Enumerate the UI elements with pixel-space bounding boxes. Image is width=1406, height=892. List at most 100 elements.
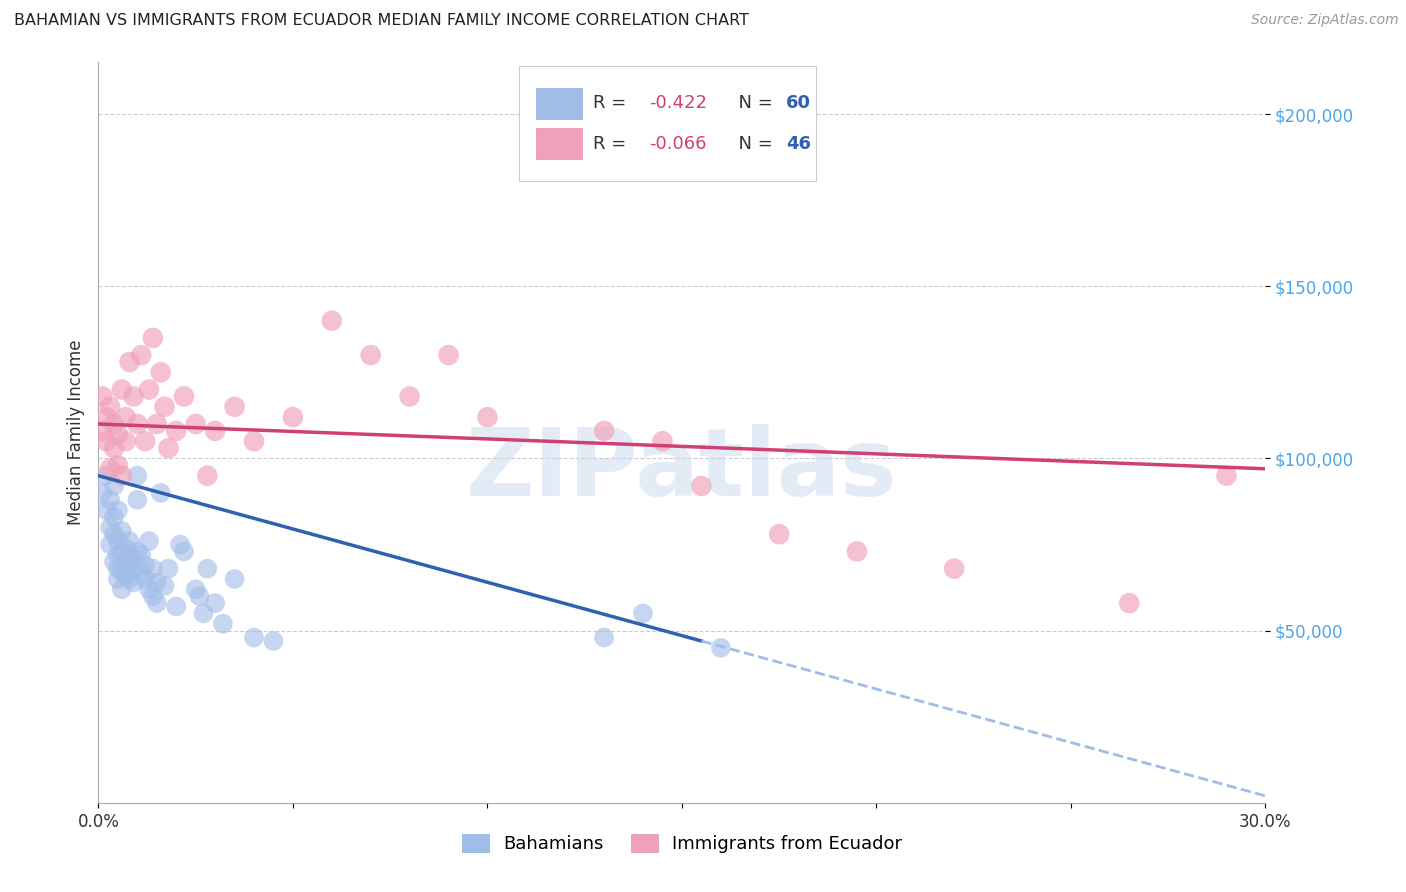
Point bbox=[111, 468, 134, 483]
Text: Source: ZipAtlas.com: Source: ZipAtlas.com bbox=[1251, 13, 1399, 28]
Point bbox=[114, 555, 136, 569]
Point bbox=[118, 355, 141, 369]
Point bbox=[96, 410, 118, 425]
FancyBboxPatch shape bbox=[536, 87, 582, 119]
Point bbox=[169, 537, 191, 551]
Point bbox=[129, 565, 152, 579]
Point bbox=[122, 575, 145, 590]
Point bbox=[146, 417, 169, 431]
Point bbox=[96, 434, 118, 449]
Point bbox=[165, 599, 187, 614]
Point bbox=[943, 561, 966, 575]
Point bbox=[477, 410, 499, 425]
Point bbox=[138, 383, 160, 397]
Point bbox=[107, 458, 129, 473]
Point bbox=[437, 348, 460, 362]
Text: R =: R = bbox=[593, 135, 633, 153]
Point bbox=[651, 434, 673, 449]
Point bbox=[91, 486, 114, 500]
Point bbox=[111, 582, 134, 597]
Point bbox=[321, 314, 343, 328]
Point bbox=[138, 582, 160, 597]
Point bbox=[846, 544, 869, 558]
Point bbox=[107, 548, 129, 562]
Point bbox=[107, 572, 129, 586]
Point bbox=[98, 537, 121, 551]
Point bbox=[165, 424, 187, 438]
Point bbox=[127, 468, 149, 483]
Point bbox=[103, 510, 125, 524]
Point bbox=[690, 479, 713, 493]
Point bbox=[103, 441, 125, 455]
Point bbox=[114, 410, 136, 425]
Point bbox=[127, 492, 149, 507]
Text: N =: N = bbox=[727, 95, 779, 112]
Point bbox=[146, 575, 169, 590]
Legend: Bahamians, Immigrants from Ecuador: Bahamians, Immigrants from Ecuador bbox=[454, 827, 910, 861]
Point bbox=[195, 468, 218, 483]
Point bbox=[134, 434, 156, 449]
Point bbox=[111, 544, 134, 558]
Point bbox=[111, 383, 134, 397]
Point bbox=[204, 596, 226, 610]
Point bbox=[212, 616, 235, 631]
Text: N =: N = bbox=[727, 135, 779, 153]
Point bbox=[118, 572, 141, 586]
Point bbox=[98, 400, 121, 414]
Point bbox=[103, 555, 125, 569]
Point bbox=[184, 417, 207, 431]
Point bbox=[96, 503, 118, 517]
Point bbox=[281, 410, 304, 425]
Point bbox=[118, 534, 141, 549]
Point bbox=[96, 468, 118, 483]
Y-axis label: Median Family Income: Median Family Income bbox=[66, 340, 84, 525]
Point bbox=[118, 558, 141, 573]
Point bbox=[127, 544, 149, 558]
FancyBboxPatch shape bbox=[536, 128, 582, 160]
Text: 46: 46 bbox=[786, 135, 811, 153]
Point bbox=[98, 520, 121, 534]
Point bbox=[122, 561, 145, 575]
Point bbox=[243, 434, 266, 449]
Point bbox=[107, 427, 129, 442]
Point bbox=[103, 417, 125, 431]
Point bbox=[122, 389, 145, 403]
Point bbox=[142, 589, 165, 603]
Point bbox=[134, 572, 156, 586]
Point bbox=[149, 486, 172, 500]
Point bbox=[184, 582, 207, 597]
Point bbox=[142, 561, 165, 575]
Point bbox=[1118, 596, 1140, 610]
Text: -0.422: -0.422 bbox=[650, 95, 707, 112]
Point bbox=[593, 424, 616, 438]
Text: BAHAMIAN VS IMMIGRANTS FROM ECUADOR MEDIAN FAMILY INCOME CORRELATION CHART: BAHAMIAN VS IMMIGRANTS FROM ECUADOR MEDI… bbox=[14, 13, 749, 29]
Point bbox=[146, 596, 169, 610]
Point bbox=[631, 607, 654, 621]
Point bbox=[188, 589, 211, 603]
Point bbox=[91, 424, 114, 438]
Point bbox=[204, 424, 226, 438]
Point bbox=[134, 558, 156, 573]
Point bbox=[153, 400, 176, 414]
Point bbox=[103, 479, 125, 493]
Point bbox=[98, 462, 121, 476]
Point bbox=[173, 389, 195, 403]
Point bbox=[129, 348, 152, 362]
Text: -0.066: -0.066 bbox=[650, 135, 707, 153]
Point bbox=[114, 568, 136, 582]
Point bbox=[91, 389, 114, 403]
FancyBboxPatch shape bbox=[519, 66, 815, 181]
Point bbox=[122, 551, 145, 566]
Text: 60: 60 bbox=[786, 95, 811, 112]
Point bbox=[103, 527, 125, 541]
Point bbox=[593, 631, 616, 645]
Point bbox=[193, 607, 215, 621]
Point bbox=[1215, 468, 1237, 483]
Point bbox=[129, 548, 152, 562]
Point bbox=[98, 492, 121, 507]
Point bbox=[173, 544, 195, 558]
Point bbox=[710, 640, 733, 655]
Point bbox=[107, 503, 129, 517]
Point bbox=[157, 441, 180, 455]
Point bbox=[153, 579, 176, 593]
